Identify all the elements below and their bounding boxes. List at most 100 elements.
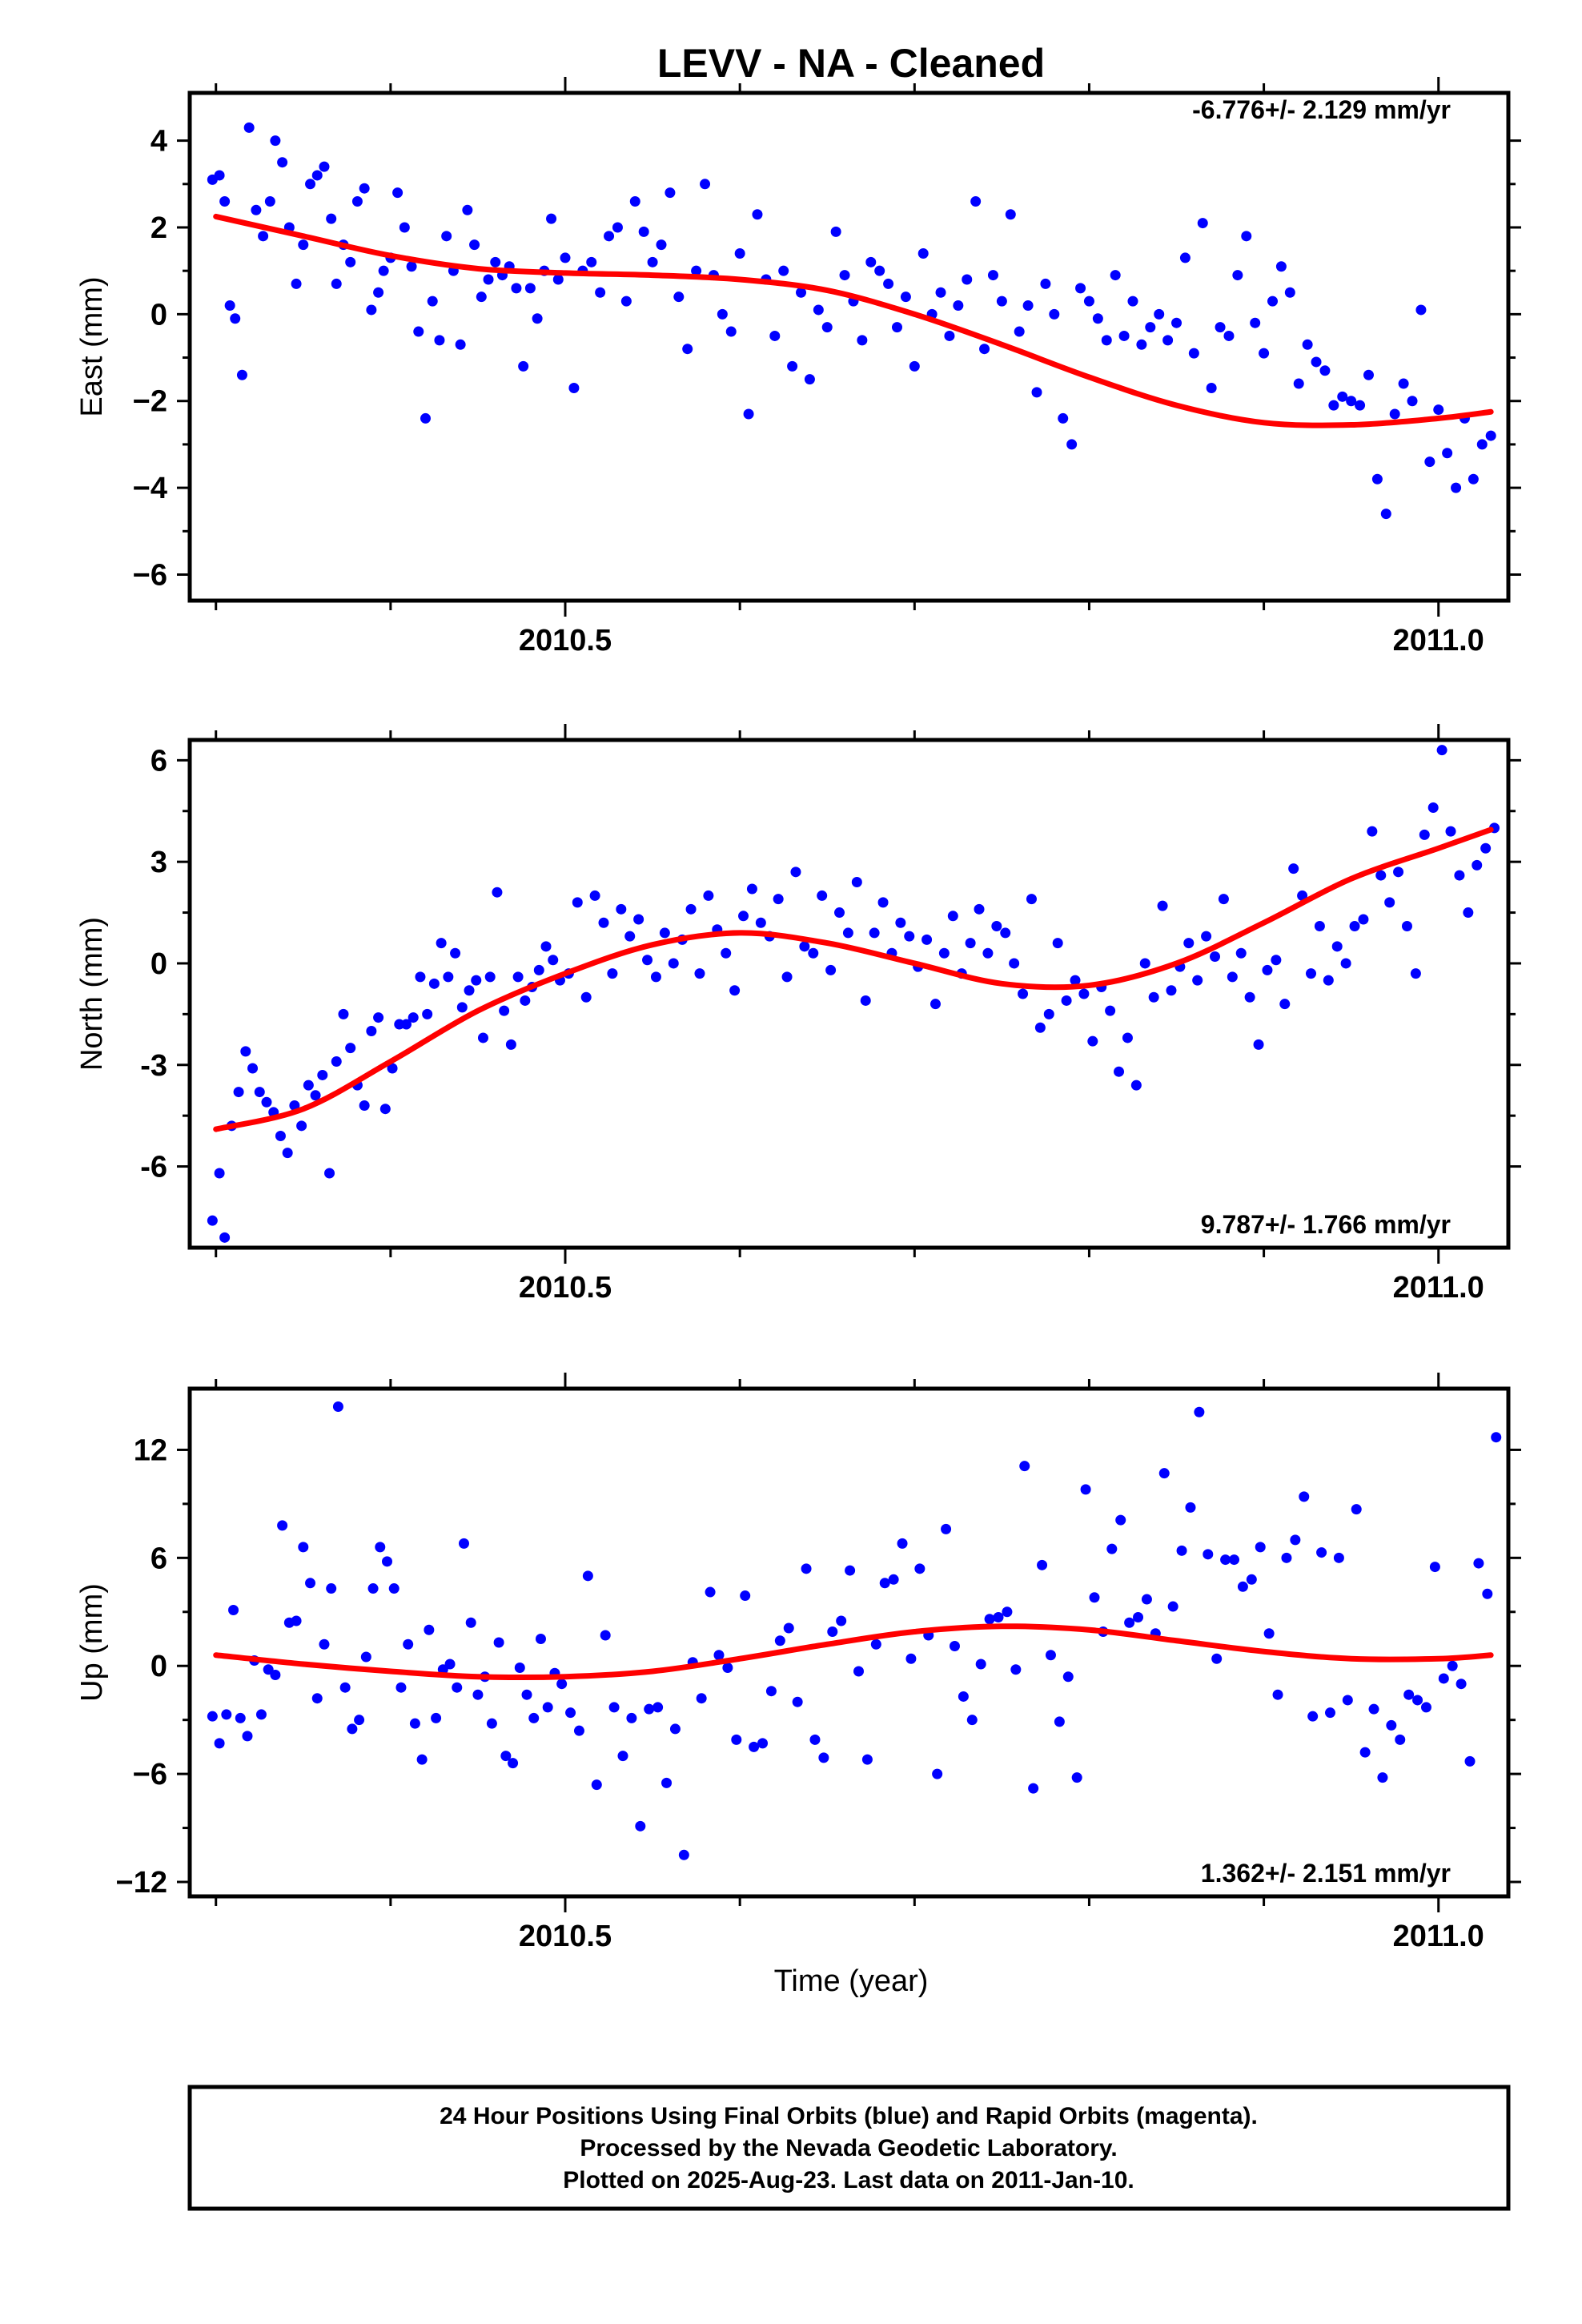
data-point [1433,404,1444,416]
data-point [422,1008,433,1019]
data-point [548,955,559,966]
data-point [305,1578,316,1589]
data-point [834,907,845,919]
data-point [694,968,705,979]
data-point [1279,999,1291,1010]
data-point [1071,1772,1082,1783]
data-point [966,1715,978,1726]
data-point [1337,391,1348,402]
x-tick-label: 2010.5 [519,1920,612,1953]
data-point [221,1709,232,1720]
data-point [296,1120,307,1132]
y-tick-label: 6 [151,1542,167,1575]
data-point [444,1659,456,1670]
data-point [1101,335,1112,346]
data-point [1223,330,1235,341]
data-point [1188,348,1199,359]
data-point [476,292,487,303]
data-point [1331,941,1343,952]
data-point [975,1659,986,1670]
data-point [678,1849,689,1860]
data-point [1061,995,1072,1006]
data-point [1333,1552,1344,1563]
data-point [243,122,255,133]
data-point [428,978,440,989]
data-point [1009,958,1020,969]
north-frame [187,738,1511,1250]
data-point [1275,261,1287,272]
data-point [665,187,676,199]
data-point [1110,270,1121,281]
data-point [379,1104,391,1115]
data-point [608,1702,620,1713]
data-point [532,313,543,324]
x-tick-label: 2010.5 [519,624,612,657]
data-point [1355,400,1366,411]
data-point [359,1100,370,1111]
data-point [1114,1066,1125,1077]
data-point [765,1686,777,1697]
y-tick-label: -6 [140,1151,167,1184]
data-point [612,222,623,233]
data-point [953,300,964,312]
up-plot-area [207,1401,1502,1860]
data-point [235,1712,246,1723]
data-point [696,1693,707,1704]
data-point [860,995,871,1006]
data-point [755,917,766,928]
data-point [367,1583,379,1594]
data-point [1371,473,1383,485]
data-point [1250,317,1261,328]
data-point [717,308,728,320]
data-point [1201,931,1212,942]
y-tick-label: -3 [140,1049,167,1083]
data-point [270,135,281,147]
data-point [303,1080,314,1091]
data-point [633,914,644,925]
data-point [452,1682,463,1693]
data-point [1037,1559,1048,1570]
data-point [620,296,632,307]
data-point [310,1090,321,1101]
data-point [801,1563,812,1574]
data-point [1158,1468,1170,1479]
data-point [1083,296,1094,307]
data-point [520,995,531,1006]
y-tick-label: −12 [116,1866,167,1900]
data-point [540,941,552,952]
data-point [1314,920,1325,931]
data-point [242,1731,253,1742]
data-point [1302,339,1313,350]
data-point [1351,1504,1362,1515]
data-point [644,1703,655,1715]
data-point [319,161,330,172]
data-point [1358,914,1369,925]
data-point [804,374,815,385]
data-point [508,1758,519,1769]
data-point [705,1586,716,1598]
data-point [757,1738,769,1749]
data-point [1485,430,1496,441]
data-point [1259,348,1270,359]
data-point [1340,958,1351,969]
data-point [1288,863,1299,875]
data-point [484,971,496,983]
data-point [1157,900,1168,911]
data-point [568,382,580,393]
data-point [1427,802,1439,814]
data-point [1087,1035,1098,1047]
data-point [1456,1679,1467,1690]
data-point [1148,991,1159,1003]
east-plot-area [207,122,1496,520]
data-point [1447,1660,1458,1671]
data-point [1375,870,1387,881]
data-point [996,296,1007,307]
fit-curve [213,826,1494,1132]
data-point [935,287,946,298]
data-point [251,204,262,215]
data-point [409,1718,420,1729]
data-point [938,947,950,959]
data-point [616,903,627,915]
data-point [462,204,473,215]
data-point [958,1691,969,1702]
